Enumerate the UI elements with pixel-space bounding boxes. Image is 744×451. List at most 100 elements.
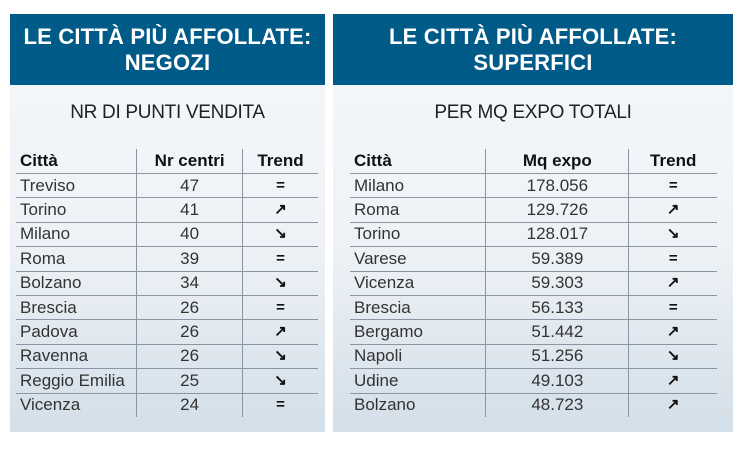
city-cell: Vicenza xyxy=(350,270,486,296)
value-cell: 128.017 xyxy=(485,221,629,247)
city-cell: Roma xyxy=(350,197,486,223)
value-cell: 48.723 xyxy=(485,392,629,417)
title-line-1: LE CITTÀ PIÙ AFFOLLATE: xyxy=(388,23,678,49)
value-cell: 40 xyxy=(136,221,243,247)
value-cell: 26 xyxy=(136,319,243,345)
panel-negozi: LE CITTÀ PIÙ AFFOLLATE: NEGOZI NR DI PUN… xyxy=(10,14,325,432)
table-row: Milano 40 ↘ xyxy=(16,221,318,247)
column-header: Trend xyxy=(628,149,717,174)
ranking-table: Città Mq expo Trend Milano 178.056 = Roma 129.7… xyxy=(350,149,717,417)
panel-title: LE CITTÀ PIÙ AFFOLLATE: SUPERFICI xyxy=(333,14,733,85)
table-row: Ravenna 26 ↘ xyxy=(16,343,318,369)
trend-cell: ↗ xyxy=(628,392,717,417)
trend-cell: ↗ xyxy=(241,319,318,345)
value-cell: 51.442 xyxy=(485,319,629,345)
trend-cell: ↗ xyxy=(628,197,717,223)
table-row: Vicenza 59.303 ↗ xyxy=(350,270,717,296)
value-cell: 34 xyxy=(136,270,243,296)
trend-cell: = xyxy=(628,172,717,198)
trend-cell: ↗ xyxy=(628,270,717,296)
trend-cell: ↘ xyxy=(628,343,717,369)
column-header: Città xyxy=(354,151,392,170)
trend-cell: ↗ xyxy=(241,197,318,223)
value-cell: 47 xyxy=(136,172,243,198)
column-header: Mq expo xyxy=(485,149,629,174)
table-row: Treviso 47 = xyxy=(16,172,318,198)
trend-cell: = xyxy=(628,246,717,272)
value-cell: 39 xyxy=(136,246,243,272)
value-cell: 56.133 xyxy=(485,294,629,320)
table-header: Città Mq expo Trend xyxy=(350,149,717,174)
trend-cell: ↗ xyxy=(628,319,717,345)
value-cell: 59.389 xyxy=(485,246,629,272)
city-cell: Treviso xyxy=(16,172,137,198)
table-row: Reggio Emilia 25 ↘ xyxy=(16,368,318,394)
column-header: Città xyxy=(20,151,58,170)
value-cell: 51.256 xyxy=(485,343,629,369)
trend-cell: ↗ xyxy=(628,368,717,394)
panel-subtitle: NR DI PUNTI VENDITA xyxy=(70,102,265,123)
value-cell: 26 xyxy=(136,294,243,320)
column-header: Trend xyxy=(241,149,318,174)
value-cell: 178.056 xyxy=(485,172,629,198)
trend-cell: = xyxy=(241,246,318,272)
panel-title: LE CITTÀ PIÙ AFFOLLATE: NEGOZI xyxy=(10,14,325,85)
table-row: Padova 26 ↗ xyxy=(16,319,318,345)
trend-cell: ↘ xyxy=(628,221,717,247)
city-cell: Vicenza xyxy=(16,392,137,417)
column-header: Nr centri xyxy=(136,149,243,174)
panel-subtitle: PER MQ EXPO TOTALI xyxy=(434,102,632,123)
table-header: Città Nr centri Trend xyxy=(16,149,318,174)
table-row: Torino 128.017 ↘ xyxy=(350,221,717,247)
table-row: Roma 39 = xyxy=(16,246,318,272)
city-cell: Bolzano xyxy=(16,270,137,296)
table-row: Napoli 51.256 ↘ xyxy=(350,343,717,369)
table-row: Roma 129.726 ↗ xyxy=(350,197,717,223)
city-cell: Torino xyxy=(16,197,137,223)
city-cell: Udine xyxy=(350,368,486,394)
trend-cell: = xyxy=(241,294,318,320)
table-row: Milano 178.056 = xyxy=(350,172,717,198)
trend-cell: ↘ xyxy=(241,343,318,369)
table-row: Udine 49.103 ↗ xyxy=(350,368,717,394)
city-cell: Napoli xyxy=(350,343,486,369)
value-cell: 41 xyxy=(136,197,243,223)
title-line-2: SUPERFICI xyxy=(473,49,593,75)
panel-superfici: LE CITTÀ PIÙ AFFOLLATE: SUPERFICI PER MQ… xyxy=(333,14,733,432)
trend-cell: ↘ xyxy=(241,270,318,296)
city-cell: Milano xyxy=(16,221,137,247)
title-line-1: LE CITTÀ PIÙ AFFOLLATE: xyxy=(23,23,312,49)
city-cell: Roma xyxy=(16,246,137,272)
trend-cell: = xyxy=(241,172,318,198)
city-cell: Milano xyxy=(350,172,486,198)
city-cell: Brescia xyxy=(16,294,137,320)
city-cell: Torino xyxy=(350,221,486,247)
value-cell: 26 xyxy=(136,343,243,369)
value-cell: 25 xyxy=(136,368,243,394)
city-cell: Varese xyxy=(350,246,486,272)
table-row: Varese 59.389 = xyxy=(350,246,717,272)
table-row: Bolzano 34 ↘ xyxy=(16,270,318,296)
value-cell: 24 xyxy=(136,392,243,417)
city-cell: Reggio Emilia xyxy=(16,368,137,394)
value-cell: 49.103 xyxy=(485,368,629,394)
title-line-2: NEGOZI xyxy=(124,49,211,75)
table-row: Torino 41 ↗ xyxy=(16,197,318,223)
city-cell: Bolzano xyxy=(350,392,486,417)
value-cell: 59.303 xyxy=(485,270,629,296)
trend-cell: = xyxy=(241,392,318,417)
table-row: Bolzano 48.723 ↗ xyxy=(350,392,717,417)
table-row: Brescia 26 = xyxy=(16,294,318,320)
city-cell: Ravenna xyxy=(16,343,137,369)
table-row: Bergamo 51.442 ↗ xyxy=(350,319,717,345)
city-cell: Bergamo xyxy=(350,319,486,345)
trend-cell: ↘ xyxy=(241,221,318,247)
table-row: Brescia 56.133 = xyxy=(350,294,717,320)
city-cell: Brescia xyxy=(350,294,486,320)
value-cell: 129.726 xyxy=(485,197,629,223)
ranking-table: Città Nr centri Trend Treviso 47 = Torino 41 ↗ Mi… xyxy=(16,149,318,417)
trend-cell: ↘ xyxy=(241,368,318,394)
city-cell: Padova xyxy=(16,319,137,345)
trend-cell: = xyxy=(628,294,717,320)
table-row: Vicenza 24 = xyxy=(16,392,318,417)
